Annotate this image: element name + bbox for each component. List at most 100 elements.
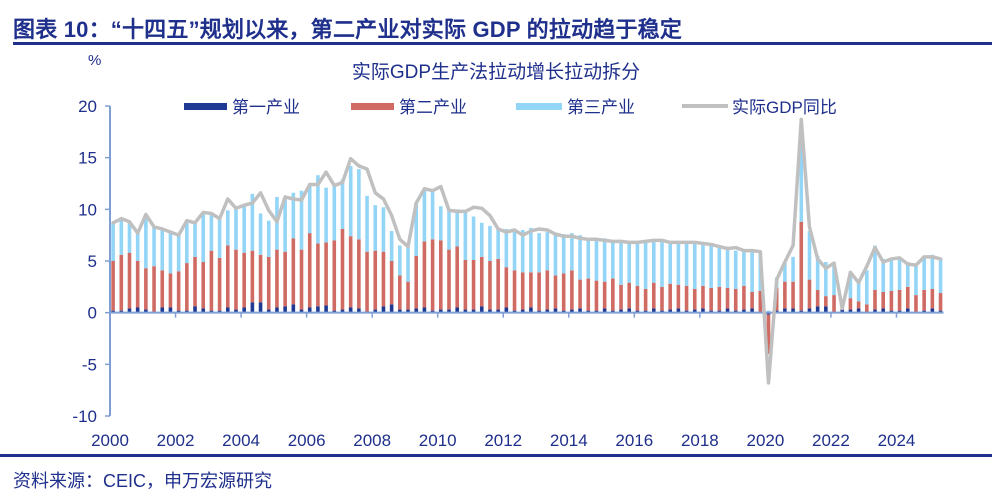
- bar-tertiary: [832, 262, 836, 296]
- bar-primary: [340, 309, 345, 313]
- bar-secondary: [660, 286, 664, 311]
- bar-secondary: [496, 258, 500, 310]
- bar-primary: [750, 308, 754, 313]
- bar-tertiary: [242, 205, 246, 253]
- legend-label-gdp: 实际GDP同比: [732, 98, 837, 117]
- bar-tertiary: [398, 245, 402, 276]
- bar-secondary: [242, 252, 246, 308]
- bar-primary: [471, 309, 476, 313]
- bar-tertiary: [439, 206, 443, 241]
- bar-secondary: [111, 261, 115, 311]
- bar-secondary: [127, 252, 132, 309]
- bar-primary: [381, 306, 386, 313]
- bar-tertiary: [643, 241, 648, 289]
- bar-secondary: [897, 289, 902, 311]
- bar-secondary: [160, 270, 165, 308]
- bar-primary: [742, 309, 746, 313]
- y-tick-label: 5: [88, 252, 97, 271]
- bar-tertiary: [381, 207, 386, 252]
- bar-secondary: [250, 250, 255, 303]
- bar-tertiary: [922, 257, 926, 290]
- bar-secondary: [307, 233, 312, 308]
- bar-tertiary: [299, 190, 304, 250]
- bar-secondary: [578, 279, 582, 309]
- bar-primary: [561, 310, 566, 313]
- bar-primary: [389, 304, 394, 313]
- bar-primary: [119, 310, 124, 313]
- bar-primary: [815, 306, 820, 313]
- bar-primary: [127, 308, 132, 313]
- gdp-line-group: [111, 117, 943, 385]
- bar-tertiary: [324, 187, 328, 243]
- bar-secondary: [381, 251, 386, 307]
- bar-tertiary: [570, 233, 574, 271]
- bar-primary: [570, 309, 574, 313]
- bar-tertiary: [881, 258, 885, 292]
- y-tick-label: 15: [78, 149, 97, 168]
- bar-primary: [225, 307, 230, 313]
- y-tick-label: -10: [72, 407, 97, 426]
- bar-secondary: [439, 240, 443, 310]
- bar-tertiary: [479, 222, 484, 257]
- legend-item-primary[interactable]: 第一产业: [184, 98, 300, 117]
- bar-secondary: [733, 288, 738, 311]
- x-tick-label: 2016: [615, 431, 653, 450]
- legend-item-secondary[interactable]: 第二产业: [351, 98, 467, 117]
- bar-tertiary: [119, 218, 124, 255]
- bar-tertiary: [389, 231, 394, 261]
- bar-tertiary: [635, 243, 640, 286]
- x-tick-label: 2004: [222, 431, 260, 450]
- bar-secondary: [176, 271, 181, 311]
- x-tick-label: 2008: [353, 431, 391, 450]
- bar-tertiary: [258, 213, 263, 255]
- bar-tertiary: [897, 257, 902, 290]
- bar-secondary: [488, 261, 492, 310]
- bar-secondary: [234, 249, 238, 310]
- bar-tertiary: [652, 240, 656, 283]
- bar-tertiary: [144, 214, 148, 269]
- bar-secondary: [594, 280, 599, 311]
- bar-secondary: [938, 293, 943, 311]
- bar-tertiary: [520, 230, 525, 273]
- x-tick-label: 2024: [878, 431, 916, 450]
- bar-primary: [144, 309, 148, 313]
- bar-primary: [422, 307, 427, 313]
- bar-tertiary: [750, 250, 754, 292]
- bar-tertiary: [701, 244, 705, 286]
- bar-primary: [791, 308, 795, 313]
- bar-secondary: [815, 289, 820, 307]
- bar-tertiary: [905, 262, 910, 287]
- bar-tertiary: [176, 235, 181, 272]
- bar-tertiary: [807, 231, 812, 280]
- bar-tertiary: [783, 263, 787, 282]
- bar-tertiary: [561, 234, 566, 274]
- bar-secondary: [119, 254, 124, 311]
- bar-primary: [496, 309, 500, 313]
- y-tick-label: 10: [78, 200, 97, 219]
- bar-tertiary: [357, 169, 361, 240]
- bar-secondary: [422, 241, 427, 308]
- bar-secondary: [914, 295, 918, 312]
- bar-secondary: [324, 242, 328, 306]
- bar-primary: [316, 306, 320, 313]
- bar-tertiary: [283, 199, 287, 252]
- bar-secondary: [340, 228, 345, 310]
- bar-primary: [414, 308, 419, 313]
- legend-item-gdp[interactable]: 实际GDP同比: [682, 98, 837, 117]
- bar-primary: [242, 307, 246, 313]
- bar-secondary: [881, 292, 885, 309]
- bar-primary: [627, 308, 632, 313]
- bar-primary: [209, 310, 214, 313]
- bar-secondary: [258, 254, 263, 303]
- bar-primary: [250, 302, 255, 313]
- bar-primary: [856, 308, 861, 313]
- bar-secondary: [742, 285, 746, 310]
- bar-tertiary: [340, 179, 345, 229]
- x-tick-label: 2014: [550, 431, 588, 450]
- bar-tertiary: [185, 220, 189, 264]
- legend-item-tertiary[interactable]: 第三产业: [516, 98, 635, 117]
- y-tick-label: 0: [88, 304, 97, 323]
- legend-swatch-secondary: [351, 103, 394, 110]
- bar-tertiary: [824, 262, 828, 297]
- bar-secondary: [758, 290, 763, 312]
